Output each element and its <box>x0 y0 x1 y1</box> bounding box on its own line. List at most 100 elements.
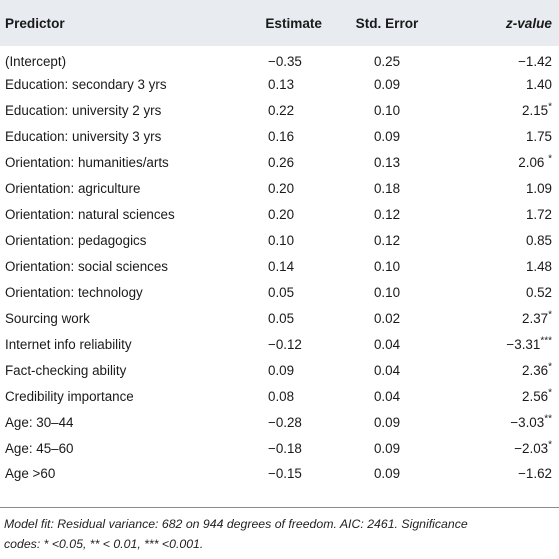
cell-estimate: 0.20 <box>268 207 295 223</box>
cell-estimate-wrap: −0.12 <box>206 331 324 357</box>
z-value-number: −1.62 <box>518 466 552 482</box>
cell-std-error: 0.09 <box>373 414 401 430</box>
significance-marker: * <box>548 101 552 113</box>
cell-predictor: Credibility importance <box>5 388 134 404</box>
cell-z-value: −3.31*** <box>450 331 559 357</box>
table-row: Orientation: natural sciences 0.20 0.12 1.7… <box>0 202 559 228</box>
cell-z-value: −1.42 <box>450 46 559 72</box>
table-header: Predictor Estimate Std. Error z-value <box>0 0 559 46</box>
cell-predictor: Education: university 2 yrs <box>5 103 162 119</box>
z-value-number: 2.15 <box>522 103 549 119</box>
z-value-number: −3.03 <box>510 414 545 430</box>
header-std-error: Std. Error <box>355 15 419 31</box>
cell-z-value: 2.36* <box>450 357 559 383</box>
cell-estimate-wrap: 0.13 <box>206 72 324 98</box>
z-value-number: 0.52 <box>525 284 552 300</box>
z-value-number: 2.36 <box>522 362 549 378</box>
cell-estimate-wrap: −0.15 <box>206 461 324 487</box>
cell-estimate-wrap: 0.14 <box>206 254 324 280</box>
cell-std-error: 0.10 <box>373 103 401 119</box>
cell-predictor: Orientation: technology <box>5 284 143 300</box>
z-value-number: −3.31 <box>506 336 541 352</box>
cell-std-error: 0.10 <box>373 258 401 274</box>
cell-z-value: 1.40 <box>450 72 559 98</box>
cell-predictor: Education: secondary 3 yrs <box>5 77 167 93</box>
header-z-value-label: z-value <box>505 15 552 31</box>
table-row: Age: 45–60 −0.18 0.09 −2.03* <box>0 435 559 461</box>
footnote-line-2: codes: * <0.05, ** < 0.01, *** <0.001. <box>4 537 204 551</box>
cell-predictor: Internet info reliability <box>5 336 132 352</box>
z-value-number: 2.06 <box>518 155 549 171</box>
cell-z-value: 2.37* <box>450 305 559 331</box>
cell-estimate: 0.26 <box>268 155 295 171</box>
cell-z-value: 1.09 <box>450 176 559 202</box>
cell-estimate-wrap: −0.28 <box>206 409 324 435</box>
cell-std-error: 0.25 <box>373 54 401 70</box>
header-row: Predictor Estimate Std. Error z-value <box>0 0 559 46</box>
cell-predictor: Orientation: social sciences <box>5 258 168 274</box>
table-row: (Intercept) −0.35 0.25 −1.42 <box>0 46 559 72</box>
table-row: Education: university 3 yrs 0.16 0.09 1.75 <box>0 124 559 150</box>
cell-z-value: 1.72 <box>450 202 559 228</box>
table-row: Orientation: technology 0.05 0.10 0.52 <box>0 279 559 305</box>
cell-estimate-wrap: −0.18 <box>206 435 324 461</box>
cell-std-error: 0.09 <box>373 129 401 145</box>
cell-std-error: 0.10 <box>373 284 401 300</box>
cell-z-value: 1.48 <box>450 254 559 280</box>
cell-estimate-wrap: −0.35 <box>206 46 324 72</box>
cell-estimate: 0.10 <box>268 233 295 249</box>
cell-z-value: −2.03* <box>450 435 559 461</box>
significance-marker: * <box>548 153 552 165</box>
cell-estimate: 0.09 <box>268 362 295 378</box>
table-row: Age: 30–44 −0.28 0.09 −3.03** <box>0 409 559 435</box>
cell-estimate: 0.20 <box>268 181 295 197</box>
table-row: Credibility importance 0.08 0.04 2.56* <box>0 383 559 409</box>
cell-estimate-wrap: 0.22 <box>206 98 324 124</box>
cell-estimate-wrap: 0.16 <box>206 124 324 150</box>
table-row: Education: secondary 3 yrs 0.13 0.09 1.40 <box>0 72 559 98</box>
table-row: Sourcing work 0.05 0.02 2.37* <box>0 305 559 331</box>
cell-std-error: 0.12 <box>373 233 401 249</box>
significance-marker: * <box>548 439 552 451</box>
z-value-number: 0.85 <box>525 233 552 249</box>
significance-marker: * <box>548 387 552 399</box>
z-value-number: 1.48 <box>525 258 552 274</box>
cell-z-value: 2.06 * <box>450 150 559 176</box>
footnote-line-1: Model fit: Residual variance: 682 on 944… <box>4 517 468 531</box>
cell-estimate: 0.08 <box>268 388 295 404</box>
cell-predictor: Age >60 <box>5 466 56 482</box>
cell-std-error: 0.09 <box>373 466 401 482</box>
cell-predictor: Fact-checking ability <box>5 362 127 378</box>
z-value-number: 1.72 <box>525 207 552 223</box>
cell-estimate: −0.15 <box>268 466 302 482</box>
cell-predictor: Orientation: humanities/arts <box>5 155 169 171</box>
cell-std-error: 0.02 <box>373 310 401 326</box>
cell-estimate-wrap: 0.26 <box>206 150 324 176</box>
table-row: Fact-checking ability 0.09 0.04 2.36* <box>0 357 559 383</box>
table-row: Orientation: agriculture 0.20 0.18 1.09 <box>0 176 559 202</box>
cell-std-error: 0.13 <box>373 155 401 171</box>
table-row: Internet info reliability −0.12 0.04 −3.31*… <box>0 331 559 357</box>
table-row: Education: university 2 yrs 0.22 0.10 2.15* <box>0 98 559 124</box>
cell-z-value: 0.52 <box>450 279 559 305</box>
cell-estimate: 0.13 <box>268 77 295 93</box>
cell-estimate-wrap: 0.05 <box>206 279 324 305</box>
z-value-number: 1.09 <box>525 181 552 197</box>
z-value-number: 2.56 <box>522 388 549 404</box>
header-z-value: z-value <box>450 0 559 46</box>
cell-predictor: Orientation: pedagogics <box>5 233 147 249</box>
z-value-number: 1.75 <box>525 129 552 145</box>
table-body: (Intercept) −0.35 0.25 −1.42 Education: seco… <box>0 46 559 487</box>
cell-estimate-wrap: 0.20 <box>206 202 324 228</box>
cell-z-value: −3.03** <box>450 409 559 435</box>
cell-std-error: 0.18 <box>373 181 401 197</box>
table-row: Orientation: humanities/arts 0.26 0.13 2.06… <box>0 150 559 176</box>
table-bottom-rule <box>0 507 559 508</box>
cell-estimate: 0.05 <box>268 284 295 300</box>
cell-std-error: 0.09 <box>373 440 401 456</box>
cell-estimate: 0.22 <box>268 103 295 119</box>
cell-predictor: (Intercept) <box>5 54 67 70</box>
cell-predictor: Education: university 3 yrs <box>5 129 162 145</box>
cell-std-error: 0.09 <box>373 77 401 93</box>
